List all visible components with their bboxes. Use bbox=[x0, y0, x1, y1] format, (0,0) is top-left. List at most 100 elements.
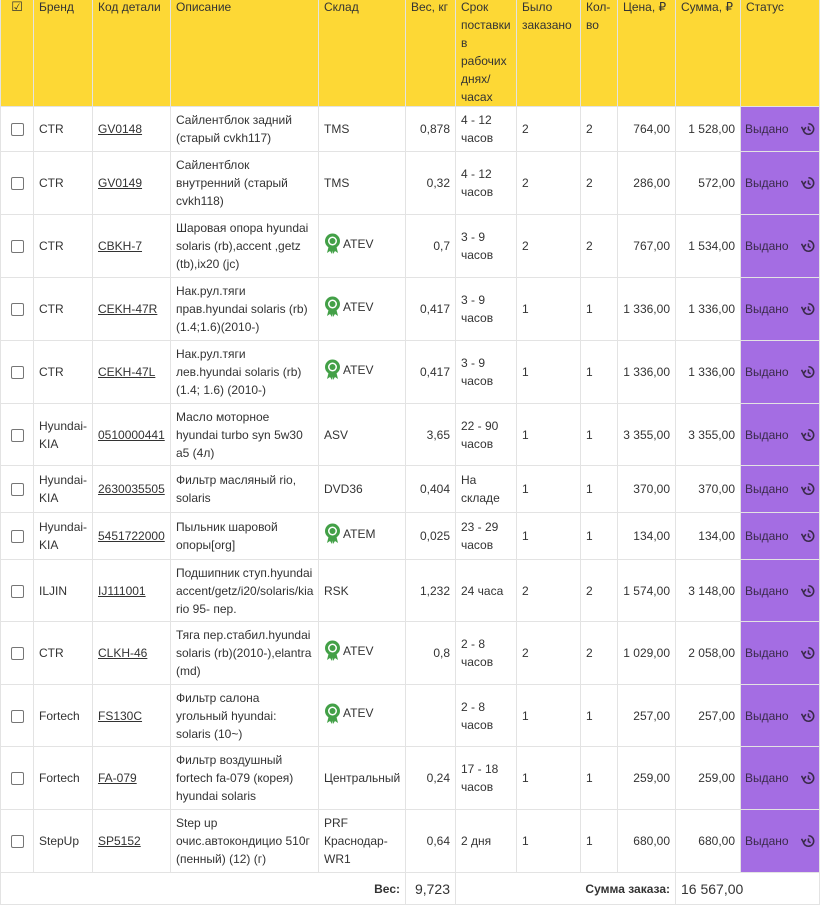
ordered-cell: 2 bbox=[516, 621, 581, 685]
table-footer: Вес: 9,723 Сумма заказа: 16 567,00 bbox=[0, 872, 820, 905]
part-code-link[interactable]: CLKH-46 bbox=[98, 646, 148, 660]
row-checkbox[interactable] bbox=[10, 428, 24, 442]
column-quantity[interactable]: Кол-во bbox=[580, 0, 618, 107]
part-code-link[interactable]: CBKH-7 bbox=[98, 239, 143, 253]
row-checkbox-cell bbox=[0, 277, 34, 341]
part-code-link[interactable]: FS130C bbox=[98, 708, 143, 723]
row-checkbox[interactable] bbox=[10, 647, 24, 661]
status-cell: Выдано bbox=[740, 621, 820, 685]
price-cell: 370,00 bbox=[617, 465, 676, 513]
row-checkbox-cell bbox=[0, 746, 34, 810]
history-icon[interactable] bbox=[801, 834, 815, 848]
status-label: Выдано bbox=[745, 365, 789, 379]
history-icon[interactable] bbox=[801, 771, 815, 785]
quantity-cell: 1 bbox=[580, 277, 618, 341]
row-checkbox[interactable] bbox=[10, 240, 24, 254]
history-icon[interactable] bbox=[801, 365, 815, 379]
weight-cell: 0,404 bbox=[405, 465, 456, 513]
column-delivery[interactable]: Срок поставки в рабочих днях/ часах bbox=[455, 0, 517, 107]
part-code-link[interactable]: IJ111001 bbox=[98, 583, 146, 598]
row-checkbox-cell bbox=[0, 559, 34, 622]
row-checkbox[interactable] bbox=[10, 177, 24, 191]
price-cell: 286,00 bbox=[617, 151, 676, 215]
brand-cell: CTR bbox=[33, 340, 93, 404]
column-warehouse[interactable]: Склад bbox=[318, 0, 406, 107]
table-row: CTR CBKH-7 Шаровая опора hyundai solaris (… bbox=[0, 214, 820, 278]
row-checkbox[interactable] bbox=[10, 584, 24, 598]
quantity-cell: 2 bbox=[580, 214, 618, 278]
warehouse-name: ATEV bbox=[343, 362, 374, 377]
part-code-link[interactable]: CEKH-47L bbox=[98, 365, 156, 379]
ordered-cell: 2 bbox=[516, 151, 581, 215]
description-cell: Подшипник ступ.hyundai accent/getz/i20/s… bbox=[170, 559, 319, 622]
column-status[interactable]: Статус bbox=[740, 0, 820, 107]
delivery-cell: 2 - 8 часов bbox=[455, 684, 517, 747]
part-code-link[interactable]: SP5152 bbox=[98, 834, 141, 848]
column-price[interactable]: Цена, ₽ bbox=[617, 0, 676, 107]
warehouse-cell: ATEV bbox=[318, 214, 406, 278]
weight-cell: 0,417 bbox=[405, 340, 456, 404]
row-checkbox[interactable] bbox=[10, 709, 24, 723]
status-label: Выдано bbox=[745, 708, 789, 723]
part-code-link[interactable]: CEKH-47R bbox=[98, 302, 158, 316]
history-icon[interactable] bbox=[801, 709, 815, 723]
part-code-cell: FS130C bbox=[92, 684, 171, 747]
quantity-cell: 1 bbox=[580, 684, 618, 747]
row-checkbox[interactable] bbox=[10, 835, 24, 849]
history-icon[interactable] bbox=[801, 122, 815, 136]
row-checkbox[interactable] bbox=[10, 303, 24, 317]
order-sum-value: 16 567,00 bbox=[675, 872, 820, 905]
column-part-code[interactable]: Код детали bbox=[92, 0, 171, 107]
quantity-cell: 2 bbox=[580, 106, 618, 152]
status-label: Выдано bbox=[745, 529, 789, 543]
part-code-link[interactable]: 0510000441 bbox=[98, 427, 165, 442]
delivery-cell: 4 - 12 часов bbox=[455, 151, 517, 215]
history-icon[interactable] bbox=[801, 529, 815, 543]
warehouse-name: ATEV bbox=[343, 299, 374, 314]
order-sum-label: Сумма заказа: bbox=[455, 872, 676, 905]
part-code-cell: 0510000441 bbox=[92, 403, 171, 466]
part-code-link[interactable]: GV0149 bbox=[98, 176, 143, 190]
sum-cell: 1 528,00 bbox=[675, 106, 741, 152]
column-sum[interactable]: Сумма, ₽ bbox=[675, 0, 741, 107]
delivery-cell: На складе bbox=[455, 465, 517, 513]
delivery-cell: 2 - 8 часов bbox=[455, 621, 517, 685]
history-icon[interactable] bbox=[801, 482, 815, 496]
description-cell: Тяга пер.стабил.hyundai solaris (rb)(201… bbox=[170, 621, 319, 685]
row-checkbox[interactable] bbox=[10, 530, 24, 544]
select-all-checkbox[interactable]: ☑ bbox=[0, 0, 34, 107]
part-code-link[interactable]: 5451722000 bbox=[98, 529, 165, 543]
column-description[interactable]: Описание bbox=[170, 0, 319, 107]
quantity-cell: 1 bbox=[580, 465, 618, 513]
column-ordered[interactable]: Было заказано bbox=[516, 0, 581, 107]
history-icon[interactable] bbox=[801, 428, 815, 442]
row-checkbox[interactable] bbox=[10, 123, 24, 137]
quantity-cell: 2 bbox=[580, 559, 618, 622]
row-checkbox[interactable] bbox=[10, 483, 24, 497]
description-cell: Фильтр воздушный fortech fa-079 (корея) … bbox=[170, 746, 319, 810]
history-icon[interactable] bbox=[801, 584, 815, 598]
part-code-link[interactable]: GV0148 bbox=[98, 122, 143, 136]
history-icon[interactable] bbox=[801, 646, 815, 660]
column-weight[interactable]: Вес, кг bbox=[405, 0, 456, 107]
history-icon[interactable] bbox=[801, 239, 815, 253]
part-code-link[interactable]: FA-079 bbox=[98, 771, 137, 785]
sum-cell: 259,00 bbox=[675, 746, 741, 810]
description-cell: Step up очис.автокондицио 510г (пенный) … bbox=[170, 809, 319, 873]
price-cell: 1 336,00 bbox=[617, 340, 676, 404]
warehouse-name: TMS bbox=[324, 122, 350, 136]
description-cell: Фильтр масляный rio, solaris bbox=[170, 465, 319, 513]
warehouse-cell: TMS bbox=[318, 106, 406, 152]
history-icon[interactable] bbox=[801, 176, 815, 190]
row-checkbox[interactable] bbox=[10, 772, 24, 786]
table-row: StepUp SP5152 Step up очис.автокондицио 51… bbox=[0, 809, 820, 873]
history-icon[interactable] bbox=[801, 302, 815, 316]
row-checkbox[interactable] bbox=[10, 366, 24, 380]
part-code-link[interactable]: 2630035505 bbox=[98, 482, 165, 496]
price-cell: 764,00 bbox=[617, 106, 676, 152]
delivery-cell: 4 - 12 часов bbox=[455, 106, 517, 152]
column-brand[interactable]: Бренд bbox=[33, 0, 93, 107]
status-cell: Выдано bbox=[740, 340, 820, 404]
row-checkbox-cell bbox=[0, 403, 34, 466]
award-badge-icon bbox=[325, 296, 340, 317]
